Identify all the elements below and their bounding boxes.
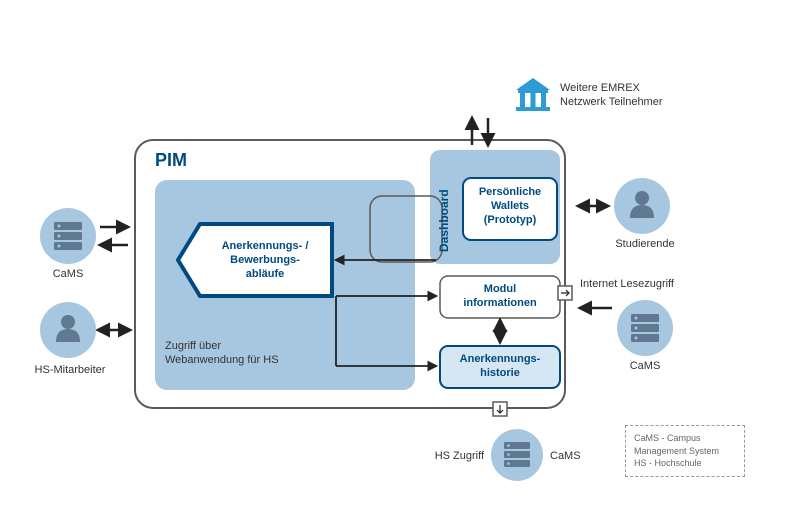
- hs-mitarbeiter-label: HS-Mitarbeiter: [30, 364, 110, 378]
- server-icon: [54, 222, 82, 250]
- modul-label: Modul informationen: [440, 283, 560, 311]
- server-icon: [631, 314, 659, 342]
- wallets-label: Persönliche Wallets (Prototyp): [463, 186, 557, 227]
- pim-title: PIM: [155, 150, 187, 171]
- legend-box: CaMS - Campus Management System HS - Hoc…: [625, 425, 745, 477]
- cams-right-label: CaMS: [625, 360, 665, 374]
- institution-icon: [516, 78, 550, 111]
- cams-left-label: CaMS: [48, 268, 88, 282]
- internet-label: Internet Lesezugriff: [580, 278, 710, 292]
- emrex-label: Weitere EMREX Netzwerk Teilnehmer: [560, 82, 700, 110]
- server-icon: [504, 442, 530, 467]
- cams-bottom-label: CaMS: [550, 450, 590, 464]
- inner-caption: Zugriff über Webanwendung für HS: [165, 340, 315, 368]
- hexagon-label: Anerkennungs- / Bewerbungs- abläufe: [202, 240, 328, 281]
- hs-zugriff-label: HS Zugriff: [424, 450, 484, 464]
- studierende-label: Studierende: [610, 238, 680, 252]
- historie-label: Anerkennungs- historie: [440, 353, 560, 381]
- dashboard-label: Dashboard: [437, 189, 451, 252]
